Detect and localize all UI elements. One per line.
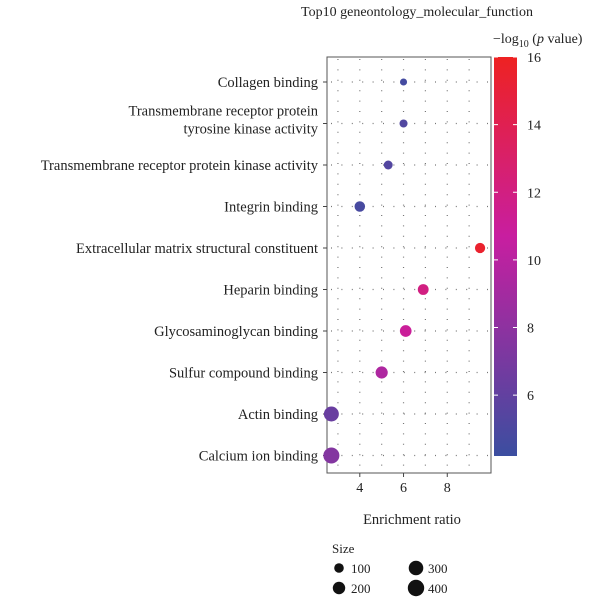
y-category-label: Extracellular matrix structural constitu… [76,241,318,257]
chart-title: Top10 geneontology_molecular_function [301,5,533,20]
data-point [399,78,408,86]
size-legend-label: 100 [351,561,371,576]
size-legend-label: 200 [351,581,371,596]
plot-panel [326,56,492,474]
y-category-label: Sulfur compound binding [169,366,318,382]
y-category-label-line: Transmembrane receptor protein [128,104,318,120]
colorbar-title-rest: value) [544,32,583,47]
y-category-label-line: tyrosine kinase activity [184,122,319,138]
y-category-label: Calcium ion binding [199,449,318,465]
data-point [375,366,388,379]
size-legend-key [407,579,425,597]
size-legend-key [334,563,344,573]
size-legend-key [332,581,346,595]
colorbar-tick-label: 16 [527,51,541,66]
colorbar [494,57,517,456]
colorbar-title-p: p [536,32,544,47]
grid-layer [331,59,489,471]
size-legend-key [408,560,424,576]
size-legend-title: Size [332,541,355,556]
x-axis-title: Enrichment ratio [363,512,461,528]
data-point [323,406,339,422]
data-point [323,447,340,464]
data-point [399,119,408,128]
x-tick-label: 8 [444,481,451,496]
colorbar-title-sub: 10 [519,39,529,50]
colorbar-tick-label: 6 [527,389,534,404]
colorbar-tick-label: 8 [527,322,534,337]
colorbar-title-main: −log [493,32,519,47]
data-point [354,201,366,212]
y-category-label: Glycosaminoglycan binding [154,324,318,340]
colorbar-title-open: ( [529,32,538,47]
data-point [474,242,486,254]
y-category-label: Transmembrane receptor protein kinase ac… [41,158,319,174]
colorbar-title: −log10 (p value) [493,32,583,50]
x-tick-label: 4 [356,481,363,496]
colorbar-ticks: 6 8 10 12 14 16 [494,51,541,404]
data-point [383,160,393,170]
x-tick-label: 6 [400,481,407,496]
data-point [417,284,429,295]
y-axis-labels: Collagen binding Transmembrane receptor p… [41,75,327,465]
y-category-label: Heparin binding [223,283,318,299]
x-axis-ticks: 4 6 8 [356,473,451,496]
y-category-label: Actin binding [238,407,318,423]
y-category-label: Collagen binding [218,75,318,91]
colorbar-tick-label: 14 [527,119,541,134]
y-category-label: Transmembrane receptor protein tyrosine k… [128,104,318,138]
colorbar-tick-label: 12 [527,186,541,201]
data-point [399,325,412,337]
colorbar-tick-label: 10 [527,254,541,269]
size-legend-label: 300 [428,561,448,576]
size-legend: 100 200 300 400 [332,560,448,597]
y-category-label: Integrin binding [224,200,318,216]
size-legend-label: 400 [428,581,448,596]
points-layer [323,78,486,464]
